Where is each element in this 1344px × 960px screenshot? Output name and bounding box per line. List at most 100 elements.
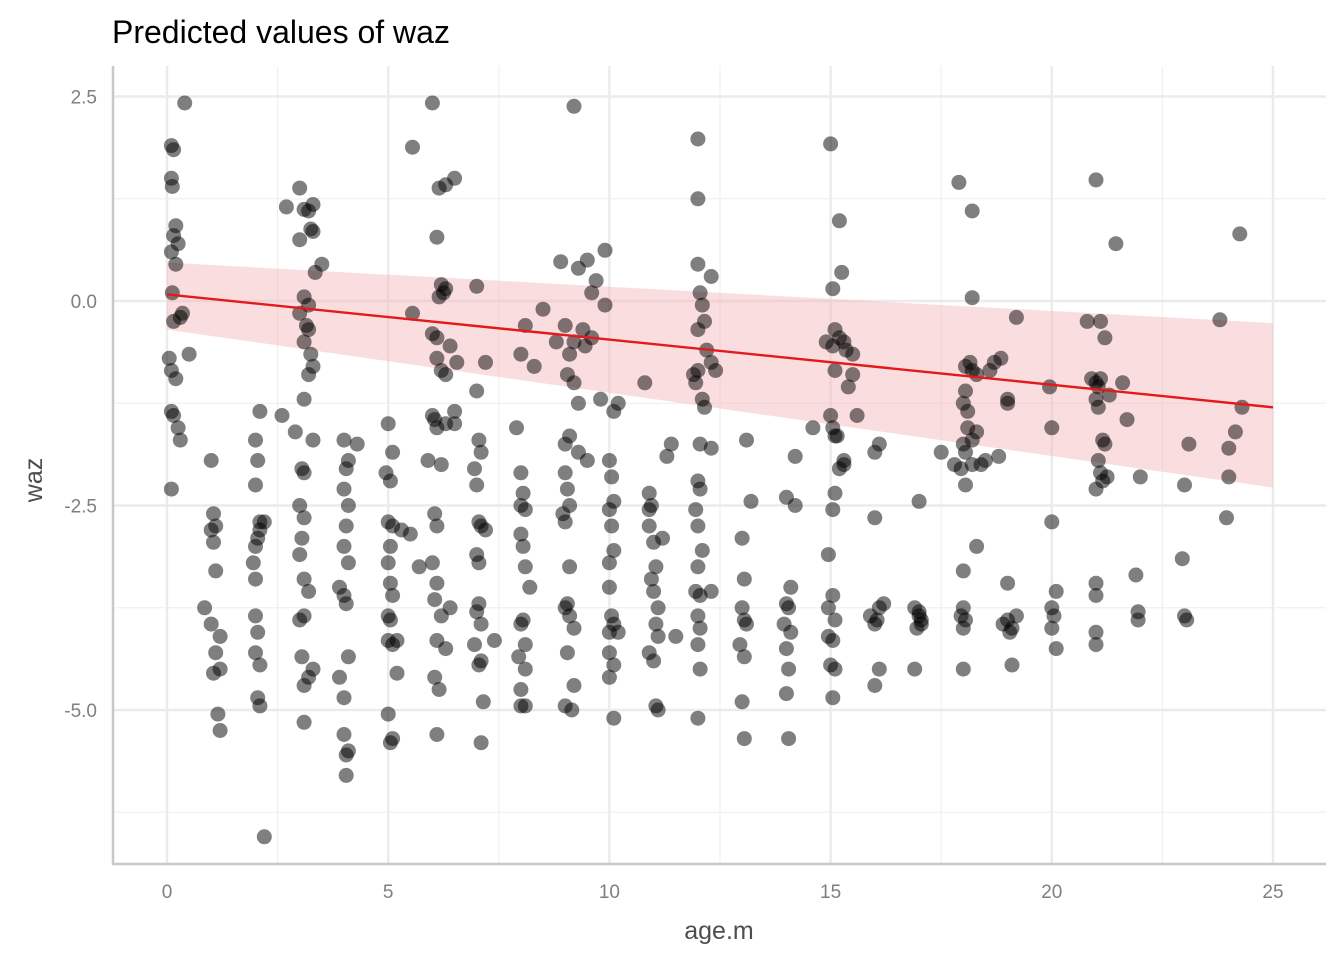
data-point (203, 453, 219, 468)
y-tick-label: -5.0 (64, 701, 97, 722)
data-point (781, 731, 797, 747)
data-point (955, 563, 971, 579)
data-point (911, 493, 927, 509)
data-point (436, 285, 451, 301)
data-point (1088, 588, 1104, 603)
data-point (955, 620, 971, 636)
data-point (557, 465, 573, 481)
data-point (969, 367, 985, 383)
data-point (648, 616, 664, 632)
data-point (1099, 469, 1115, 485)
data-point (845, 346, 861, 362)
data-point (993, 350, 1009, 366)
data-point (168, 256, 184, 272)
data-point (473, 735, 489, 751)
data-point (212, 723, 228, 738)
x-tick-label: 15 (820, 882, 841, 903)
data-point (579, 252, 595, 268)
data-point (736, 571, 752, 587)
data-point (248, 477, 263, 493)
data-point (274, 408, 290, 423)
data-point (697, 399, 712, 415)
data-point (805, 420, 821, 436)
data-point (646, 583, 662, 599)
data-point (301, 583, 317, 599)
data-point (564, 702, 580, 718)
data-point (1097, 330, 1113, 346)
data-point (557, 514, 573, 530)
data-point (429, 350, 445, 366)
data-point (252, 403, 268, 419)
data-point (827, 485, 843, 501)
data-point (469, 278, 485, 294)
data-point (606, 543, 622, 558)
data-point (389, 633, 405, 648)
data-point (429, 518, 445, 534)
data-point (597, 242, 613, 258)
data-point (849, 408, 865, 423)
data-point (515, 485, 531, 501)
data-point (692, 620, 708, 636)
data-point (690, 363, 706, 378)
data-point (559, 481, 575, 497)
data-point (736, 649, 752, 665)
data-point (517, 502, 533, 518)
data-point (248, 645, 263, 661)
data-point (562, 346, 578, 362)
x-tick-label: 5 (383, 882, 394, 903)
data-point (431, 682, 447, 697)
data-point (604, 518, 620, 534)
data-point (292, 612, 308, 628)
data-point (245, 555, 261, 571)
data-point (314, 256, 330, 272)
data-point (836, 453, 852, 468)
data-point (1044, 420, 1060, 436)
data-point (382, 575, 398, 591)
y-axis-label: waz (20, 458, 48, 503)
data-point (964, 203, 980, 219)
data-point (1048, 641, 1064, 657)
data-point (734, 600, 750, 616)
data-point (668, 628, 684, 644)
data-point (692, 285, 708, 301)
data-point (471, 596, 487, 612)
data-point (548, 334, 564, 350)
data-point (296, 678, 312, 693)
data-point (690, 637, 706, 653)
data-point (703, 269, 719, 284)
data-point (570, 395, 586, 411)
x-tick-label: 10 (599, 882, 620, 903)
data-point (513, 526, 529, 542)
data-point (433, 457, 449, 473)
data-point (447, 416, 463, 432)
data-point (478, 522, 493, 538)
data-point (509, 420, 524, 436)
data-point (663, 436, 679, 452)
data-point (338, 596, 354, 612)
data-point (172, 432, 188, 448)
data-point (1093, 371, 1108, 387)
data-point (604, 469, 620, 485)
data-point (736, 731, 752, 747)
data-point (820, 600, 836, 616)
data-point (703, 583, 719, 599)
data-point (1046, 608, 1062, 624)
data-point (447, 403, 463, 419)
data-point (382, 735, 398, 751)
data-point (287, 424, 303, 440)
data-point (781, 661, 797, 677)
data-point (1115, 375, 1131, 391)
data-point (292, 232, 308, 248)
data-point (181, 346, 197, 362)
data-point (301, 322, 317, 338)
data-point (475, 694, 491, 710)
data-point (296, 714, 312, 730)
data-point (1097, 436, 1113, 452)
data-point (601, 645, 617, 661)
data-point (641, 502, 657, 518)
data-point (517, 698, 533, 714)
data-point (964, 290, 980, 306)
data-point (380, 555, 396, 571)
data-point (336, 727, 352, 742)
data-point (562, 559, 578, 575)
